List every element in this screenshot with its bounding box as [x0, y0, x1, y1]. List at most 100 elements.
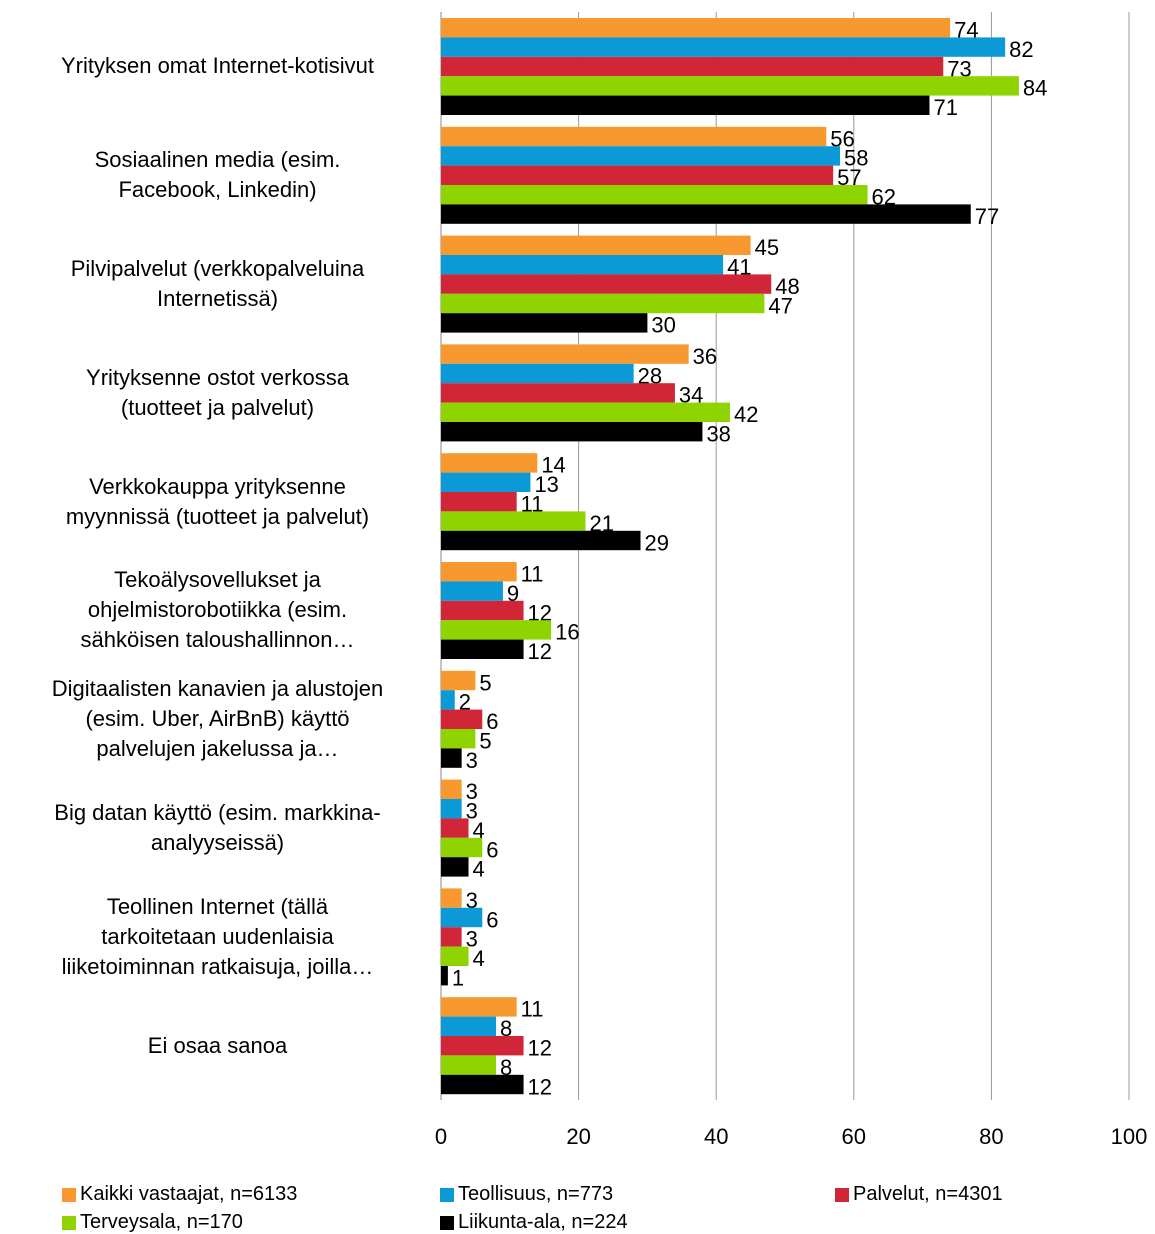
bar — [441, 837, 483, 858]
bar — [441, 639, 524, 659]
data-label: 38 — [706, 422, 730, 447]
data-label: 47 — [768, 293, 792, 318]
data-label: 48 — [775, 274, 799, 299]
legend-swatch — [62, 1187, 76, 1202]
bar — [441, 1036, 524, 1056]
legend-entry: Liikunta-ala, n=224 — [440, 1211, 628, 1234]
bar — [441, 126, 827, 147]
data-label: 45 — [755, 235, 779, 260]
legend-swatch — [62, 1215, 76, 1230]
data-label: 4 — [473, 818, 485, 843]
legend-swatch — [835, 1187, 849, 1202]
x-tick-label: 40 — [704, 1124, 728, 1149]
category-label: Teollinen Internet (tällä tarkoitetaan u… — [61, 893, 374, 979]
bar — [441, 690, 455, 710]
x-tick-label: 100 — [1111, 1124, 1148, 1149]
data-label: 36 — [693, 344, 717, 369]
bar — [441, 729, 476, 749]
legend-entry: Terveysala, n=170 — [62, 1211, 243, 1234]
data-label: 6 — [486, 907, 498, 932]
data-label: 14 — [541, 453, 565, 478]
data-label: 11 — [521, 562, 544, 587]
x-tick-label: 20 — [566, 1124, 590, 1149]
data-label: 4 — [473, 946, 485, 971]
category-label: Digitaalisten kanavien ja alustojen (esi… — [51, 676, 384, 762]
bar — [441, 274, 772, 294]
data-label: 5 — [479, 729, 491, 754]
bar — [441, 1074, 524, 1095]
category-label: Yrityksen omat Internet-kotisivut — [60, 53, 374, 79]
bar — [441, 383, 675, 403]
data-label: 16 — [555, 620, 579, 645]
bar — [441, 313, 648, 333]
bar — [441, 997, 517, 1017]
bar — [441, 255, 724, 275]
bar — [441, 344, 689, 364]
bar — [441, 37, 1006, 57]
bar — [441, 799, 462, 819]
legend-label: Palvelut, n=4301 — [853, 1183, 1003, 1205]
bar — [441, 1055, 497, 1075]
data-label: 6 — [486, 837, 498, 862]
bar — [441, 779, 462, 799]
data-label: 3 — [466, 779, 478, 804]
category-label: Big datan käyttö (esim. markkina- analyy… — [54, 800, 381, 855]
data-label: 3 — [466, 888, 478, 913]
x-tick-label: 80 — [979, 1124, 1003, 1149]
bar — [441, 363, 634, 384]
data-label: 2 — [459, 690, 471, 715]
bar — [441, 562, 517, 582]
bar — [441, 511, 586, 531]
bar — [441, 600, 524, 621]
data-label: 8 — [500, 1055, 512, 1080]
bar — [441, 966, 448, 986]
bar — [441, 857, 469, 877]
category-label: Tekoälysovellukset ja ohjelmistorobotiik… — [80, 567, 355, 653]
legend-label: Terveysala, n=170 — [80, 1211, 243, 1233]
bar — [441, 946, 469, 966]
legend-label: Teollisuus, n=773 — [458, 1183, 614, 1205]
legend-swatch — [440, 1215, 454, 1230]
data-label: 11 — [521, 997, 544, 1022]
data-label: 84 — [1023, 76, 1047, 101]
bar — [441, 927, 462, 947]
legend-label: Liikunta-ala, n=224 — [458, 1211, 628, 1233]
bar — [441, 185, 868, 205]
data-label: 6 — [486, 709, 498, 734]
data-label: 77 — [975, 204, 999, 229]
bar — [441, 453, 538, 473]
bar — [441, 1016, 497, 1036]
category-label: Sosiaalinen media (esim. Facebook, Linke… — [94, 147, 341, 203]
data-label: 11 — [521, 492, 544, 517]
data-label: 12 — [528, 1036, 552, 1061]
bar — [441, 165, 834, 185]
data-label: 82 — [1009, 37, 1033, 62]
bar — [441, 620, 552, 640]
data-label: 29 — [645, 530, 669, 555]
category-label: Verkkokauppa yrityksenne myynnissä (tuot… — [65, 473, 370, 529]
bar — [441, 146, 841, 166]
category-label: Ei osaa sanoa — [147, 1032, 288, 1058]
data-label: 58 — [844, 146, 868, 171]
bar — [441, 472, 531, 492]
data-label: 5 — [479, 670, 491, 695]
bar — [441, 581, 503, 601]
bar — [441, 818, 469, 838]
bar — [441, 76, 1019, 96]
x-tick-label: 60 — [842, 1124, 866, 1149]
bar — [441, 492, 517, 512]
bar — [441, 204, 971, 224]
legend-entry: Teollisuus, n=773 — [440, 1183, 613, 1206]
data-label: 30 — [651, 313, 675, 338]
bar — [441, 56, 944, 77]
bar — [441, 709, 483, 729]
data-label: 3 — [466, 748, 478, 773]
data-label: 4 — [473, 857, 485, 882]
bar — [441, 402, 730, 422]
legend-label: Kaikki vastaajat, n=6133 — [80, 1183, 298, 1205]
bar — [441, 670, 476, 691]
data-label: 12 — [528, 1074, 552, 1099]
legend-entry: Kaikki vastaajat, n=6133 — [62, 1183, 297, 1206]
bar — [441, 235, 751, 255]
